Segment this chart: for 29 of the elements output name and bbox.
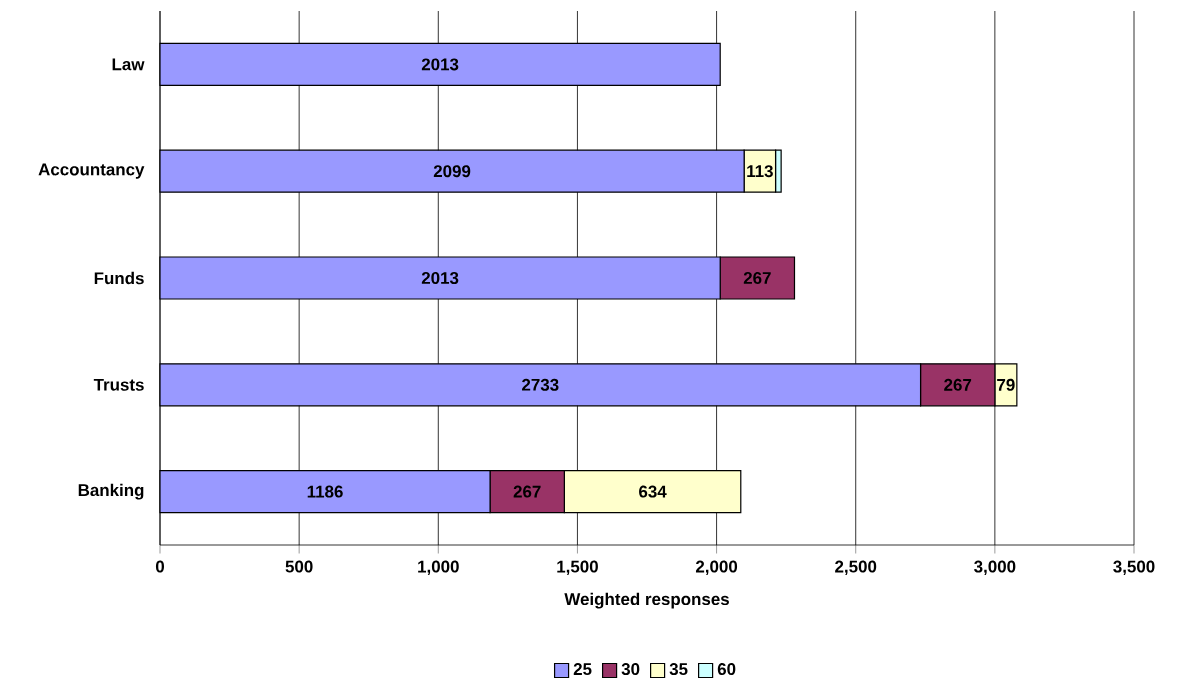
data-label: 1186 [307, 485, 343, 498]
data-label: 267 [944, 378, 972, 391]
data-label: 2733 [522, 378, 559, 391]
y-tick-label: Law [112, 58, 145, 71]
x-axis-title: Weighted responses [564, 592, 729, 609]
y-tick-label: Banking [78, 483, 144, 500]
data-label: 79 [997, 378, 1015, 391]
data-label: 2099 [433, 165, 471, 178]
x-tick-label: 3,500 [1113, 560, 1155, 575]
x-tick-label: 2,500 [835, 560, 877, 575]
data-label: 634 [639, 485, 667, 498]
legend-label: 35 [669, 663, 688, 676]
x-tick-label: 1,500 [557, 560, 598, 575]
y-tick-label: Accountancy [38, 163, 145, 179]
x-tick-label: 500 [285, 560, 313, 573]
x-tick-label: 2,000 [695, 560, 738, 575]
data-label: 113 [747, 165, 773, 178]
data-label: 2013 [421, 58, 459, 71]
y-tick-label: Funds [94, 271, 144, 285]
data-label: 267 [743, 272, 771, 284]
data-label: 267 [513, 485, 541, 498]
x-tick-label: 3,000 [974, 560, 1016, 575]
legend-label: 25 [573, 663, 592, 676]
y-tick-label: Trusts [93, 378, 144, 391]
legend-label: 60 [717, 663, 736, 676]
legend-label: 30 [621, 663, 640, 676]
data-label: 2013 [421, 272, 459, 284]
x-tick-label: 0 [155, 560, 165, 573]
x-tick-label: 1,000 [418, 560, 459, 575]
